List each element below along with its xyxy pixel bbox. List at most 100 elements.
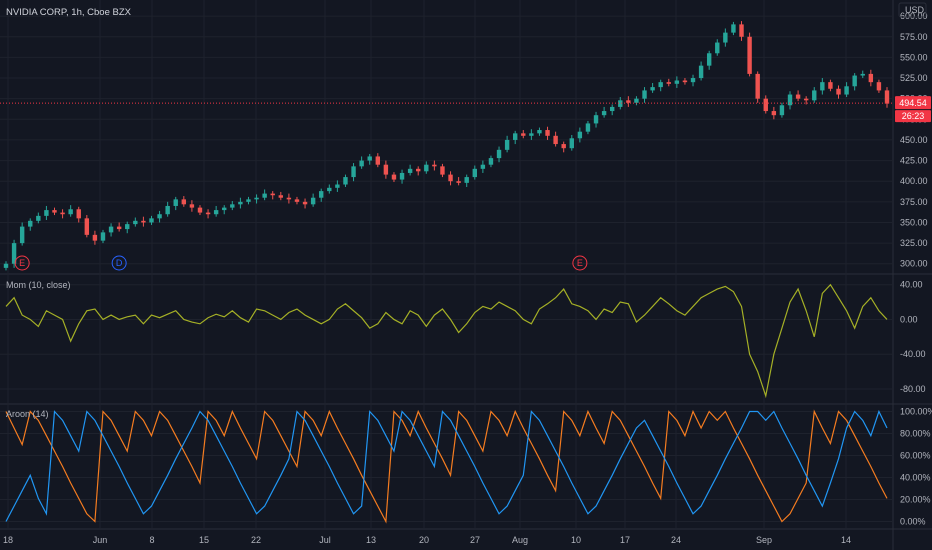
candle[interactable] bbox=[149, 215, 154, 225]
candle[interactable] bbox=[181, 196, 187, 207]
candle[interactable] bbox=[787, 91, 793, 110]
candle[interactable] bbox=[480, 160, 486, 173]
momentum-line[interactable] bbox=[5, 283, 888, 399]
aroon-pane[interactable] bbox=[5, 409, 888, 524]
candle[interactable] bbox=[416, 166, 421, 176]
candle[interactable] bbox=[116, 222, 122, 232]
candle[interactable] bbox=[133, 217, 138, 227]
candle[interactable] bbox=[141, 216, 146, 227]
candle[interactable] bbox=[585, 120, 591, 135]
candle[interactable] bbox=[884, 87, 890, 108]
candle[interactable] bbox=[68, 205, 73, 217]
candle[interactable] bbox=[828, 79, 833, 92]
candle[interactable] bbox=[666, 78, 671, 87]
candle[interactable] bbox=[100, 229, 106, 244]
candle[interactable] bbox=[521, 130, 526, 139]
candle[interactable] bbox=[173, 196, 178, 211]
candle[interactable] bbox=[230, 201, 235, 211]
price-pane[interactable] bbox=[3, 21, 890, 271]
candle[interactable] bbox=[343, 174, 348, 187]
candle[interactable] bbox=[626, 96, 631, 107]
candle[interactable] bbox=[844, 82, 849, 98]
aroon-up-line[interactable] bbox=[5, 409, 888, 524]
dividend-marker[interactable]: D bbox=[111, 255, 127, 271]
candle[interactable] bbox=[302, 198, 308, 209]
candle[interactable] bbox=[690, 74, 696, 87]
earnings-marker[interactable]: E bbox=[14, 255, 30, 271]
candle[interactable] bbox=[731, 21, 736, 36]
candle[interactable] bbox=[327, 184, 332, 194]
candle[interactable] bbox=[755, 71, 760, 103]
candle[interactable] bbox=[76, 206, 81, 223]
candle[interactable] bbox=[432, 160, 437, 171]
candle[interactable] bbox=[205, 209, 211, 219]
candle[interactable] bbox=[803, 96, 809, 105]
candle[interactable] bbox=[529, 129, 534, 140]
candle[interactable] bbox=[553, 131, 558, 147]
candle[interactable] bbox=[577, 127, 583, 143]
candle[interactable] bbox=[262, 189, 267, 201]
candle[interactable] bbox=[723, 28, 728, 47]
candle[interactable] bbox=[698, 61, 704, 81]
candle[interactable] bbox=[189, 200, 195, 212]
candle[interactable] bbox=[601, 106, 607, 118]
candle[interactable] bbox=[399, 169, 405, 184]
candle[interactable] bbox=[157, 210, 162, 223]
candle[interactable] bbox=[537, 127, 542, 136]
candle[interactable] bbox=[28, 218, 33, 231]
currency-button[interactable] bbox=[898, 2, 927, 18]
candle[interactable] bbox=[618, 97, 623, 110]
candle[interactable] bbox=[359, 156, 364, 169]
candle[interactable] bbox=[424, 161, 429, 174]
candle[interactable] bbox=[351, 163, 356, 182]
candle[interactable] bbox=[222, 205, 227, 215]
candle[interactable] bbox=[763, 95, 768, 114]
candle[interactable] bbox=[464, 174, 469, 187]
candle[interactable] bbox=[286, 193, 292, 204]
candle[interactable] bbox=[706, 50, 712, 70]
candle[interactable] bbox=[84, 215, 90, 238]
candle[interactable] bbox=[747, 32, 752, 77]
candle[interactable] bbox=[319, 188, 324, 202]
candle[interactable] bbox=[472, 165, 477, 180]
candle[interactable] bbox=[456, 177, 461, 186]
candle[interactable] bbox=[294, 196, 300, 205]
candle[interactable] bbox=[836, 85, 841, 99]
candle[interactable] bbox=[545, 126, 550, 140]
candle[interactable] bbox=[682, 78, 688, 85]
candle[interactable] bbox=[36, 212, 41, 224]
candle[interactable] bbox=[658, 79, 663, 92]
candle[interactable] bbox=[197, 205, 203, 216]
candle[interactable] bbox=[569, 134, 574, 151]
candle[interactable] bbox=[407, 164, 413, 176]
candle[interactable] bbox=[11, 239, 17, 268]
candle[interactable] bbox=[391, 172, 397, 183]
candle[interactable] bbox=[3, 261, 9, 271]
candle[interactable] bbox=[19, 222, 25, 246]
candle[interactable] bbox=[860, 70, 865, 79]
candle[interactable] bbox=[642, 87, 647, 103]
candle[interactable] bbox=[165, 201, 170, 217]
candle[interactable] bbox=[795, 90, 801, 102]
candle[interactable] bbox=[60, 209, 65, 219]
earnings-marker[interactable]: E bbox=[572, 255, 588, 271]
candle[interactable] bbox=[609, 104, 615, 116]
candle[interactable] bbox=[771, 106, 777, 120]
momentum-pane[interactable] bbox=[5, 283, 888, 399]
aroon-down-line[interactable] bbox=[5, 409, 888, 522]
candle[interactable] bbox=[213, 205, 219, 217]
candle[interactable] bbox=[812, 87, 817, 103]
candle[interactable] bbox=[383, 160, 389, 179]
candle[interactable] bbox=[634, 96, 639, 106]
candle[interactable] bbox=[496, 146, 502, 163]
candle[interactable] bbox=[868, 69, 874, 87]
candle[interactable] bbox=[367, 153, 372, 165]
candle[interactable] bbox=[876, 79, 882, 93]
candle[interactable] bbox=[270, 191, 275, 200]
candle[interactable] bbox=[448, 171, 453, 186]
candle[interactable] bbox=[488, 155, 494, 168]
candle[interactable] bbox=[254, 194, 259, 204]
candle[interactable] bbox=[739, 21, 744, 41]
candle[interactable] bbox=[238, 197, 243, 209]
